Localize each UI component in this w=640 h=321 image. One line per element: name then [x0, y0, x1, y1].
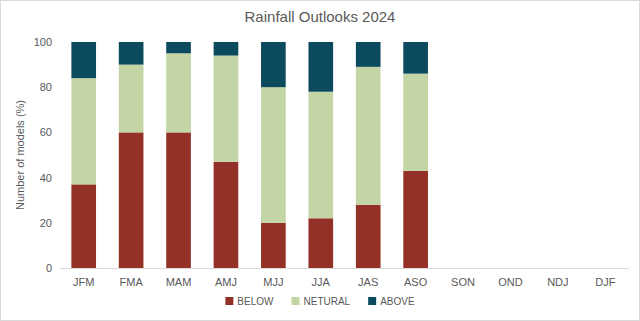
legend-swatch [225, 297, 233, 305]
bar [261, 87, 286, 223]
x-tick-label: JAS [358, 276, 378, 288]
bar [308, 42, 333, 92]
y-tick [57, 87, 60, 88]
bar [214, 56, 239, 162]
legend: BELOW NETURAL ABOVE [225, 296, 415, 307]
bar [166, 53, 191, 132]
bar [214, 162, 239, 268]
bar [71, 184, 96, 268]
bar [71, 78, 96, 184]
y-tick-label: 20 [40, 217, 52, 229]
bar [261, 42, 286, 87]
y-tick-label: 0 [46, 262, 52, 274]
bar [308, 218, 333, 268]
legend-label: BELOW [237, 296, 274, 307]
bar [356, 67, 381, 205]
bar [403, 171, 428, 268]
bar [403, 42, 428, 74]
bar [166, 132, 191, 268]
legend-label: NETURAL [303, 296, 350, 307]
bars [71, 42, 428, 268]
y-tick-label: 60 [40, 126, 52, 138]
bar [308, 92, 333, 219]
y-tick [57, 132, 60, 133]
bar [214, 42, 239, 56]
bar [166, 42, 191, 53]
x-tick-label: JFM [73, 276, 94, 288]
x-tick-label: DJF [595, 276, 615, 288]
legend-swatch [368, 297, 376, 305]
bar [356, 42, 381, 67]
chart: Rainfall Outlooks 2024 Number of models (… [0, 0, 640, 321]
x-tick-label: MAM [166, 276, 192, 288]
x-tick-label: JJA [312, 276, 331, 288]
x-tick-label: ASO [404, 276, 428, 288]
y-tick [57, 222, 60, 223]
bar [119, 42, 144, 65]
bar [403, 74, 428, 171]
y-tick-label: 40 [40, 172, 52, 184]
bar [71, 42, 96, 78]
y-tick-label: 80 [40, 81, 52, 93]
legend-swatch [291, 297, 299, 305]
x-tick-label: OND [498, 276, 523, 288]
y-tick [57, 177, 60, 178]
y-axis-label: Number of models (%) [14, 100, 26, 210]
y-tick-label: 100 [34, 36, 52, 48]
bar [356, 205, 381, 268]
x-tick-label: SON [451, 276, 475, 288]
background [1, 1, 640, 321]
legend-label: ABOVE [380, 296, 415, 307]
x-tick-label: FMA [120, 276, 144, 288]
bar [119, 65, 144, 133]
bar [261, 223, 286, 268]
title: Rainfall Outlooks 2024 [245, 8, 396, 25]
x-tick-label: NDJ [547, 276, 568, 288]
y-tick [57, 268, 60, 269]
x-tick-label: AMJ [215, 276, 237, 288]
x-axis [60, 268, 629, 269]
x-tick-label: MJJ [263, 276, 283, 288]
bar [119, 132, 144, 268]
y-tick [57, 42, 60, 43]
